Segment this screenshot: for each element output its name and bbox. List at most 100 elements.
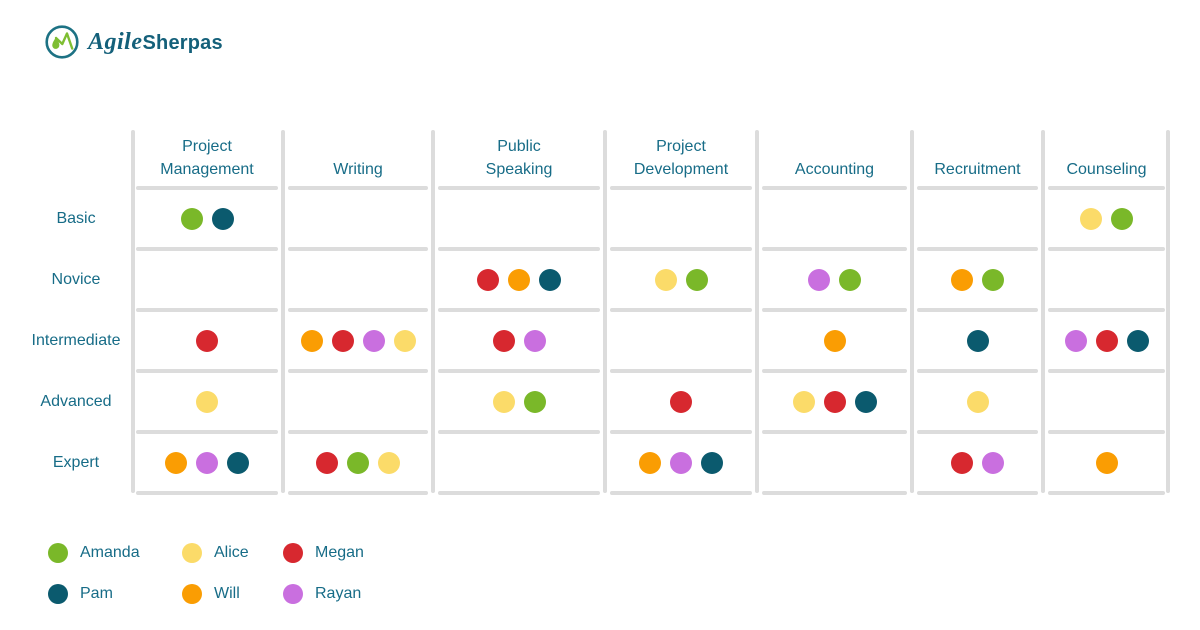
skill-dot-amanda (180, 207, 203, 230)
skill-cell-advanced-writing (283, 371, 433, 432)
skill-cell-intermediate-accounting (757, 310, 912, 371)
grid-hline (288, 369, 428, 373)
skill-dot-megan (331, 329, 354, 352)
skill-dot-rayan (808, 268, 830, 291)
skill-cell-basic-project-development (605, 188, 757, 249)
skill-dot-megan (823, 390, 846, 413)
skill-dot-amanda (685, 268, 708, 291)
skill-dot-megan (477, 268, 499, 291)
skill-cell-basic-accounting (757, 188, 912, 249)
skill-dot-rayan (362, 329, 385, 352)
skill-dot-alice (654, 268, 677, 291)
skill-dot-alice (196, 390, 218, 413)
legend: Amanda Pam Alice Will Megan Rayan (48, 543, 364, 604)
grid-hline (438, 247, 600, 251)
skill-dot-alice (792, 390, 815, 413)
grid-hline (917, 491, 1038, 495)
legend-label-rayan: Rayan (315, 585, 362, 602)
skill-dot-pam (854, 390, 877, 413)
legend-dot-pam (48, 584, 68, 604)
skill-dot-will (300, 329, 323, 352)
grid-hline (438, 186, 600, 190)
grid-hline (288, 430, 428, 434)
skill-cell-intermediate-project-development (605, 310, 757, 371)
agilesherpas-logo-text: Agile Sherpas (88, 29, 223, 56)
skill-dot-pam (966, 329, 989, 352)
skill-cell-basic-counseling (1043, 188, 1170, 249)
grid-vline (1166, 130, 1170, 493)
skill-dot-rayan (196, 451, 218, 474)
column-header-accounting: Accounting (794, 161, 875, 178)
skill-dot-pam (701, 451, 723, 474)
grid-hline (438, 430, 600, 434)
grid-hline (136, 186, 278, 190)
grid-hline (438, 308, 600, 312)
row-label-basic: Basic (56, 209, 96, 227)
row-label-novice: Novice (51, 270, 101, 288)
skill-dot-rayan (523, 329, 546, 352)
grid-vline (431, 130, 435, 493)
grid-hline (288, 247, 428, 251)
skill-cell-advanced-counseling (1043, 371, 1170, 432)
skill-dot-will (1095, 451, 1118, 474)
legend-label-will: Will (214, 585, 240, 602)
grid-vline (281, 130, 285, 493)
agilesherpas-logo-icon (45, 25, 79, 59)
grid-hline (136, 369, 278, 373)
skill-cell-basic-writing (283, 188, 433, 249)
skill-dot-megan (316, 451, 338, 474)
legend-item-amanda: Amanda (48, 543, 182, 563)
skill-dot-pam (1126, 329, 1149, 352)
grid-hline (1048, 247, 1165, 251)
legend-column: Megan Rayan (283, 543, 364, 604)
skill-cell-novice-public-speaking (433, 249, 605, 310)
legend-dot-will (182, 584, 202, 604)
legend-item-pam: Pam (48, 584, 182, 604)
skill-dot-pam (211, 207, 234, 230)
grid-hline (610, 308, 752, 312)
skill-cell-novice-accounting (757, 249, 912, 310)
legend-label-alice: Alice (214, 544, 249, 561)
grid-hline (288, 491, 428, 495)
skill-dot-alice (1080, 207, 1102, 230)
column-header-project-development: Project Development (633, 138, 729, 178)
grid-hline (917, 247, 1038, 251)
grid-hline (136, 491, 278, 495)
grid-hline (438, 491, 600, 495)
grid-vline (910, 130, 914, 493)
grid-vline (1041, 130, 1045, 493)
skill-cell-expert-accounting (757, 432, 912, 493)
legend-label-pam: Pam (80, 585, 113, 602)
grid-hline (1048, 186, 1165, 190)
grid-hline (1048, 491, 1165, 495)
grid-hline (917, 308, 1038, 312)
skill-cell-novice-project-management (131, 249, 283, 310)
skill-dot-megan (1095, 329, 1118, 352)
skill-dot-megan (492, 329, 515, 352)
skill-cell-advanced-project-management (131, 371, 283, 432)
column-header-recruitment: Recruitment (934, 161, 1021, 178)
skill-dot-rayan (670, 451, 692, 474)
column-header-public-speaking: Public Speaking (485, 138, 553, 178)
legend-dot-amanda (48, 543, 68, 563)
skill-dot-amanda (839, 268, 861, 291)
grid-hline (1048, 369, 1165, 373)
grid-hline (610, 186, 752, 190)
skill-cell-intermediate-recruitment (912, 310, 1043, 371)
row-label-expert: Expert (52, 453, 100, 471)
skill-dot-rayan (982, 451, 1004, 474)
brand-agile: Agile (88, 28, 143, 55)
skill-dot-will (639, 451, 661, 474)
skill-cell-expert-recruitment (912, 432, 1043, 493)
legend-dot-megan (283, 543, 303, 563)
skill-dot-alice (393, 329, 416, 352)
grid-vline (755, 130, 759, 493)
grid-hline (762, 491, 907, 495)
skill-dot-pam (227, 451, 249, 474)
grid-hline (917, 430, 1038, 434)
grid-hline (136, 247, 278, 251)
legend-item-megan: Megan (283, 543, 364, 563)
skill-cell-advanced-recruitment (912, 371, 1043, 432)
skill-dot-megan (670, 390, 692, 413)
grid-vline (131, 130, 135, 493)
